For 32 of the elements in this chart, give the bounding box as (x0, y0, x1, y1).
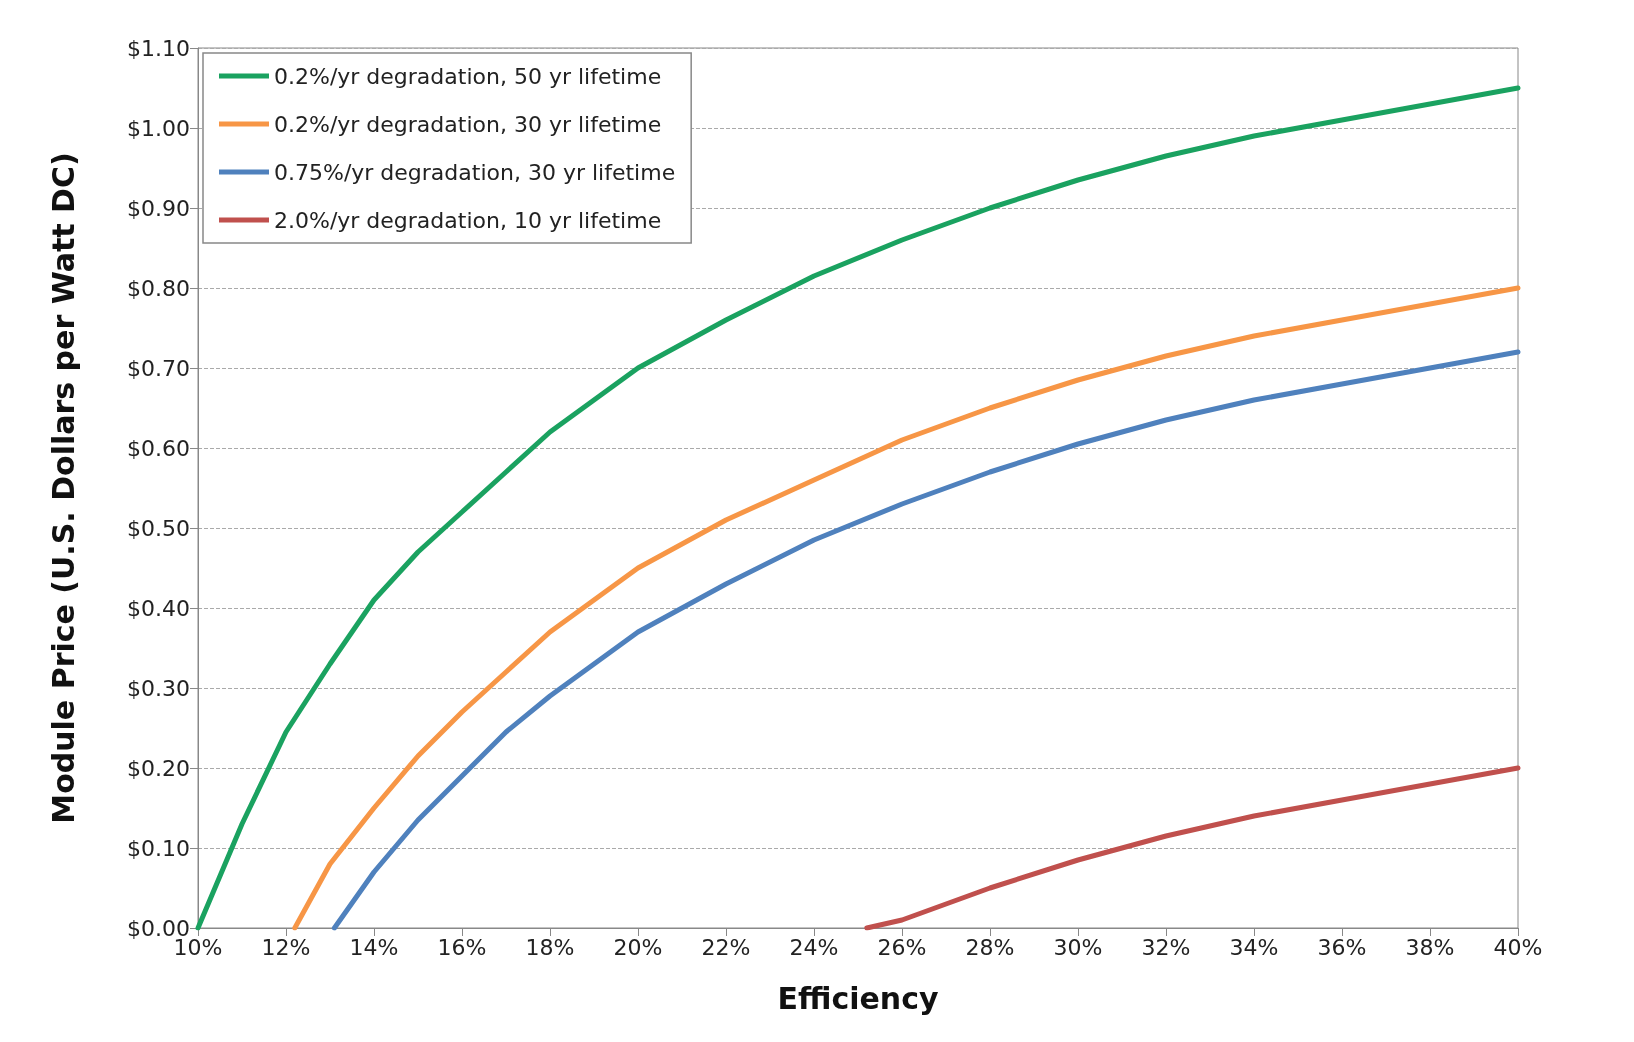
x-tick-label: 12% (261, 934, 311, 960)
x-tick-label: 32% (1141, 934, 1191, 960)
x-tick-label: 20% (613, 934, 663, 960)
legend-label: 2.0%/yr degradation, 10 yr lifetime (274, 207, 662, 233)
y-tick-label: $1.00 (127, 115, 190, 141)
y-tick-label: $0.60 (127, 435, 190, 461)
y-tick-label: $0.20 (127, 755, 190, 781)
legend-label: 0.75%/yr degradation, 30 yr lifetime (274, 159, 676, 185)
legend-label: 0.2%/yr degradation, 50 yr lifetime (274, 63, 662, 89)
y-axis-title: Module Price (U.S. Dollars per Watt DC) (45, 152, 81, 824)
y-tick-label: $1.10 (127, 35, 190, 61)
x-tick-label: 14% (349, 934, 399, 960)
y-tick-label: $0.90 (127, 195, 190, 221)
x-tick-label: 16% (437, 934, 487, 960)
y-tick-label: $0.80 (127, 275, 190, 301)
x-axis-title: Efficiency (777, 980, 939, 1016)
x-tick-label: 34% (1229, 934, 1279, 960)
y-tick-label: $0.30 (127, 675, 190, 701)
x-tick-label: 40% (1493, 934, 1543, 960)
y-tick-label: $0.10 (127, 835, 190, 861)
x-tick-label: 18% (525, 934, 575, 960)
y-tick-label: $0.50 (127, 515, 190, 541)
x-tick-label: 30% (1053, 934, 1103, 960)
x-tick-label: 36% (1317, 934, 1367, 960)
legend-label: 0.2%/yr degradation, 30 yr lifetime (274, 111, 662, 137)
x-tick-label: 26% (877, 934, 927, 960)
x-tick-label: 38% (1405, 934, 1455, 960)
x-tick-label: 22% (701, 934, 751, 960)
x-tick-label: 28% (965, 934, 1015, 960)
y-tick-label: $0.70 (127, 355, 190, 381)
y-tick-label: $0.40 (127, 595, 190, 621)
x-tick-label: 24% (789, 934, 839, 960)
